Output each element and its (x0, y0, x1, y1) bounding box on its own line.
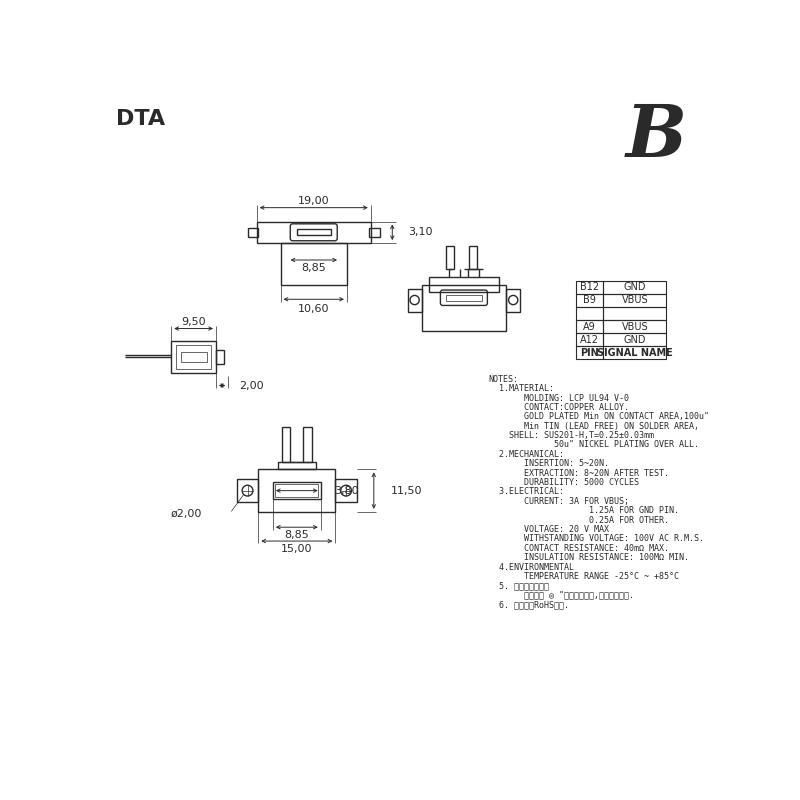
Bar (446, 246, 454, 270)
Text: NOTES:: NOTES: (489, 374, 518, 384)
Bar (576, 346, 603, 359)
Text: 1.25A FOR GND PIN.: 1.25A FOR GND PIN. (489, 506, 678, 515)
Bar (335, 479, 357, 502)
Text: PIN: PIN (581, 348, 599, 358)
Text: 0.25A FOR OTHER.: 0.25A FOR OTHER. (489, 516, 669, 525)
Text: VBUS: VBUS (622, 322, 648, 332)
Text: CURRENT: 3A FOR VBUS;: CURRENT: 3A FOR VBUS; (489, 497, 629, 506)
Bar (303, 427, 312, 462)
Bar (446, 294, 482, 301)
Bar (576, 294, 603, 307)
Bar (470, 246, 477, 270)
Text: B12: B12 (580, 282, 599, 292)
Bar (282, 427, 290, 462)
Bar (603, 333, 666, 346)
Bar (297, 230, 330, 235)
Bar (603, 294, 666, 307)
Text: 6. 产品符合RoHS标志.: 6. 产品符合RoHS标志. (489, 600, 569, 609)
Bar (273, 482, 321, 499)
Text: GND: GND (623, 282, 646, 292)
Text: SIGNAL NAME: SIGNAL NAME (597, 348, 673, 358)
Text: DTA: DTA (116, 109, 165, 129)
Bar (278, 462, 316, 470)
Bar (216, 350, 224, 364)
Text: 图示有标 ◎ "者为首件全检,重点管控尺寸.: 图示有标 ◎ "者为首件全检,重点管控尺寸. (489, 591, 634, 600)
Bar (258, 470, 335, 512)
Text: EXTRACTION: 8~20N AFTER TEST.: EXTRACTION: 8~20N AFTER TEST. (489, 469, 669, 478)
Bar (247, 228, 258, 237)
Text: 3.ELECTRICAL:: 3.ELECTRICAL: (489, 487, 563, 497)
Bar (275, 485, 318, 497)
Bar (576, 320, 603, 333)
Text: CONTACT:COPPER ALLOY.: CONTACT:COPPER ALLOY. (489, 403, 629, 412)
Text: 9,50: 9,50 (182, 317, 206, 326)
Text: VBUS: VBUS (622, 295, 648, 306)
Bar (576, 281, 603, 294)
Text: A9: A9 (583, 322, 596, 332)
Bar (237, 479, 258, 502)
Text: 1.MATERIAL:: 1.MATERIAL: (489, 384, 554, 393)
Text: INSULATION RESISTANCE: 100MΩ MIN.: INSULATION RESISTANCE: 100MΩ MIN. (489, 554, 689, 562)
Bar (176, 346, 211, 369)
Text: 19,00: 19,00 (298, 197, 330, 206)
Text: B: B (626, 101, 687, 171)
Text: A12: A12 (580, 334, 599, 345)
Bar (603, 281, 666, 294)
Bar (603, 307, 666, 320)
Text: GOLD PLATED Min ON CONTACT AREA,100u": GOLD PLATED Min ON CONTACT AREA,100u" (489, 412, 709, 422)
Bar (506, 289, 520, 312)
Text: 10,60: 10,60 (298, 303, 330, 314)
Text: MOLDING: LCP UL94 V-0: MOLDING: LCP UL94 V-0 (489, 394, 629, 402)
Text: 8,85: 8,85 (285, 530, 309, 540)
Text: 15,00: 15,00 (281, 544, 313, 554)
Text: TEMPERATURE RANGE -25°C ~ +85°C: TEMPERATURE RANGE -25°C ~ +85°C (489, 572, 678, 581)
Text: 2,00: 2,00 (239, 381, 264, 390)
Text: WITHSTANDING VOLTAGE: 100V AC R.M.S.: WITHSTANDING VOLTAGE: 100V AC R.M.S. (489, 534, 703, 543)
Text: VOLTAGE: 20 V MAX: VOLTAGE: 20 V MAX (489, 525, 609, 534)
Text: CONTACT RESISTANCE: 40mΩ MAX.: CONTACT RESISTANCE: 40mΩ MAX. (489, 544, 669, 553)
Text: GND: GND (623, 334, 646, 345)
Bar (422, 285, 506, 331)
Text: 3,80: 3,80 (334, 486, 359, 496)
Text: SHELL: SUS201-H,T=0.25±0.03mm: SHELL: SUS201-H,T=0.25±0.03mm (489, 431, 654, 440)
Text: ø2,00: ø2,00 (170, 509, 202, 518)
Text: 3,10: 3,10 (408, 227, 432, 238)
Bar (408, 289, 422, 312)
Text: INSERTION: 5~20N.: INSERTION: 5~20N. (489, 459, 609, 468)
Bar (181, 352, 206, 362)
Text: 5. 尺寸标注事项：: 5. 尺寸标注事项： (489, 582, 549, 590)
Text: 2.MECHANICAL:: 2.MECHANICAL: (489, 450, 563, 459)
Text: 50u" NICKEL PLATING OVER ALL.: 50u" NICKEL PLATING OVER ALL. (489, 441, 698, 450)
Text: B9: B9 (583, 295, 596, 306)
Bar (171, 341, 216, 373)
Text: DURABILITY: 5000 CYCLES: DURABILITY: 5000 CYCLES (489, 478, 638, 487)
Bar (576, 333, 603, 346)
Text: 11,50: 11,50 (390, 486, 422, 496)
Bar (369, 228, 380, 237)
Text: 4.ENVIRONMENTAL: 4.ENVIRONMENTAL (489, 562, 574, 572)
Bar (603, 320, 666, 333)
Bar (603, 346, 666, 359)
Text: 8,85: 8,85 (302, 262, 326, 273)
Bar (430, 277, 498, 292)
Bar (576, 307, 603, 320)
Bar (281, 243, 347, 286)
Text: Min TIN (LEAD FREE) ON SOLDER AREA,: Min TIN (LEAD FREE) ON SOLDER AREA, (489, 422, 698, 430)
Bar (257, 222, 370, 243)
